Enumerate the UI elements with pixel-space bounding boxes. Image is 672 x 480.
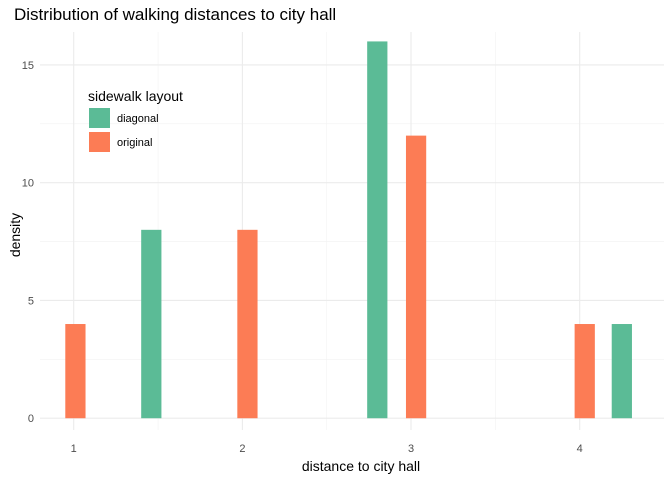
bar-original (65, 324, 86, 419)
bar-original (405, 135, 427, 419)
y-axis-ticks: 0 5 10 15 (22, 60, 34, 425)
chart-title: Distribution of walking distances to cit… (14, 5, 336, 24)
legend-key-diagonal (89, 108, 110, 128)
x-axis-ticks: 1 2 3 4 (71, 443, 583, 455)
legend-label-diagonal: diagonal (117, 113, 159, 125)
bars (65, 41, 632, 419)
y-tick-label: 5 (28, 295, 34, 307)
x-tick-label: 4 (577, 443, 583, 455)
y-tick-label: 15 (22, 60, 34, 72)
bar-original (237, 229, 258, 419)
legend-label-original: original (117, 137, 152, 149)
bar-diagonal (611, 324, 632, 419)
legend-title: sidewalk layout (88, 88, 183, 104)
legend: sidewalk layout diagonal original (88, 88, 183, 152)
bar-diagonal (141, 229, 162, 419)
legend-key-original (89, 132, 110, 152)
x-tick-label: 3 (408, 443, 414, 455)
bar-original (574, 324, 595, 419)
x-tick-label: 2 (239, 443, 245, 455)
x-tick-label: 1 (71, 443, 77, 455)
y-axis-label: density (7, 213, 23, 257)
y-tick-label: 0 (28, 413, 34, 425)
y-tick-label: 10 (22, 178, 34, 190)
bar-diagonal (367, 41, 388, 419)
x-axis-label: distance to city hall (302, 458, 420, 474)
